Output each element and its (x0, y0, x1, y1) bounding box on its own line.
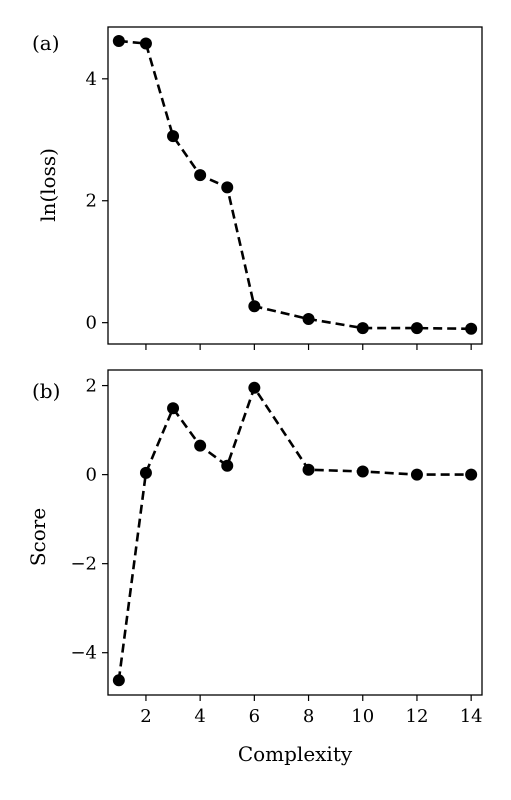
panel-b-point (139, 466, 152, 479)
panel-b-ylabel: Score (26, 508, 50, 566)
panel-a-ticks: 0 2 4 (86, 69, 472, 350)
panel-b-ytick-label: 2 (86, 376, 97, 397)
panel-b-xtick-label: 6 (249, 706, 260, 727)
panel-a-point (465, 322, 478, 335)
panel-b-xtick-label: 14 (460, 706, 483, 727)
panel-b-point (248, 381, 261, 394)
panel-a-ytick-label: 4 (86, 69, 97, 90)
panel-a-series-line (118, 39, 472, 331)
panel-a-point (194, 169, 207, 182)
panel-b-point (112, 674, 125, 687)
panel-a-frame (107, 26, 483, 345)
panel-a-ylabel: ln(loss) (36, 148, 60, 222)
panel-b-xtick-label: 12 (406, 706, 429, 727)
panel-b-xtick-label: 8 (303, 706, 314, 727)
panel-b-ytick-label: 0 (86, 465, 97, 486)
panel-a-ytick-label: 2 (86, 191, 97, 212)
panel-a-point (139, 37, 152, 50)
panel-b-ytick-label: −4 (70, 643, 97, 664)
panel-a-label: (a) (32, 31, 60, 55)
panel-b-point (465, 468, 478, 481)
panel-b-xtick-label: 4 (194, 706, 205, 727)
panel-b: (b) Score Complexity 2 4 6 8 10 12 14 −4 −2 0 2 (26, 369, 483, 766)
panel-b-point (221, 459, 234, 472)
panel-a: (a) ln(loss) 0 2 4 (32, 26, 483, 350)
panel-b-ytick-label: −2 (70, 554, 97, 575)
panel-a-ytick-label: 0 (86, 313, 97, 334)
panel-b-point (302, 463, 315, 476)
panel-b-point (410, 468, 423, 481)
panel-b-ticks: 2 4 6 8 10 12 14 −4 −2 0 2 (70, 376, 482, 727)
panel-a-point (302, 313, 315, 326)
panel-b-label: (b) (32, 379, 60, 403)
panel-a-point (221, 181, 234, 194)
panel-b-series (112, 381, 478, 687)
panel-b-frame (107, 369, 483, 696)
panel-b-series-line (117, 384, 472, 681)
panel-b-xtick-label: 2 (140, 706, 151, 727)
panel-a-point (112, 35, 125, 48)
panel-b-xlabel: Complexity (238, 742, 353, 766)
panel-b-point (356, 465, 369, 478)
panel-a-point (356, 322, 369, 335)
panel-a-point (248, 300, 261, 313)
panel-a-series (112, 35, 478, 335)
panel-b-xtick-label: 10 (351, 706, 374, 727)
panel-a-point (167, 130, 180, 143)
panel-b-point (167, 402, 180, 415)
panel-b-point (194, 439, 207, 452)
panel-a-point (410, 322, 423, 335)
